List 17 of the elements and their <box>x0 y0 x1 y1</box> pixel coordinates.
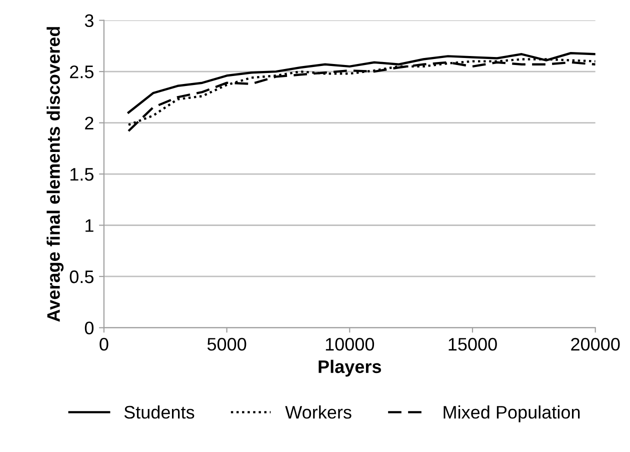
y-axis-title: Average final elements discovered <box>46 27 64 322</box>
y-tick-label: 0 <box>84 322 94 334</box>
y-tick-label: 2 <box>85 116 94 130</box>
x-tick-label: 15000 <box>448 338 497 351</box>
x-tick-label: 0 <box>100 338 108 351</box>
y-tick-label: 1.5 <box>70 168 94 181</box>
y-tick-label: 0.5 <box>70 270 94 284</box>
legend-label: Students <box>124 405 194 419</box>
x-tick-label: 20000 <box>571 338 620 351</box>
x-tick-label: 5000 <box>207 338 246 351</box>
y-tick-label: 3 <box>84 14 94 28</box>
y-tick-label: 2.5 <box>70 66 94 78</box>
x-axis-title: Players <box>318 360 382 377</box>
legend-label: Workers <box>285 405 352 419</box>
y-tick-label: 1 <box>86 219 94 232</box>
x-tick-label: 10000 <box>326 338 374 351</box>
legend-label: Mixed Population <box>444 405 580 422</box>
